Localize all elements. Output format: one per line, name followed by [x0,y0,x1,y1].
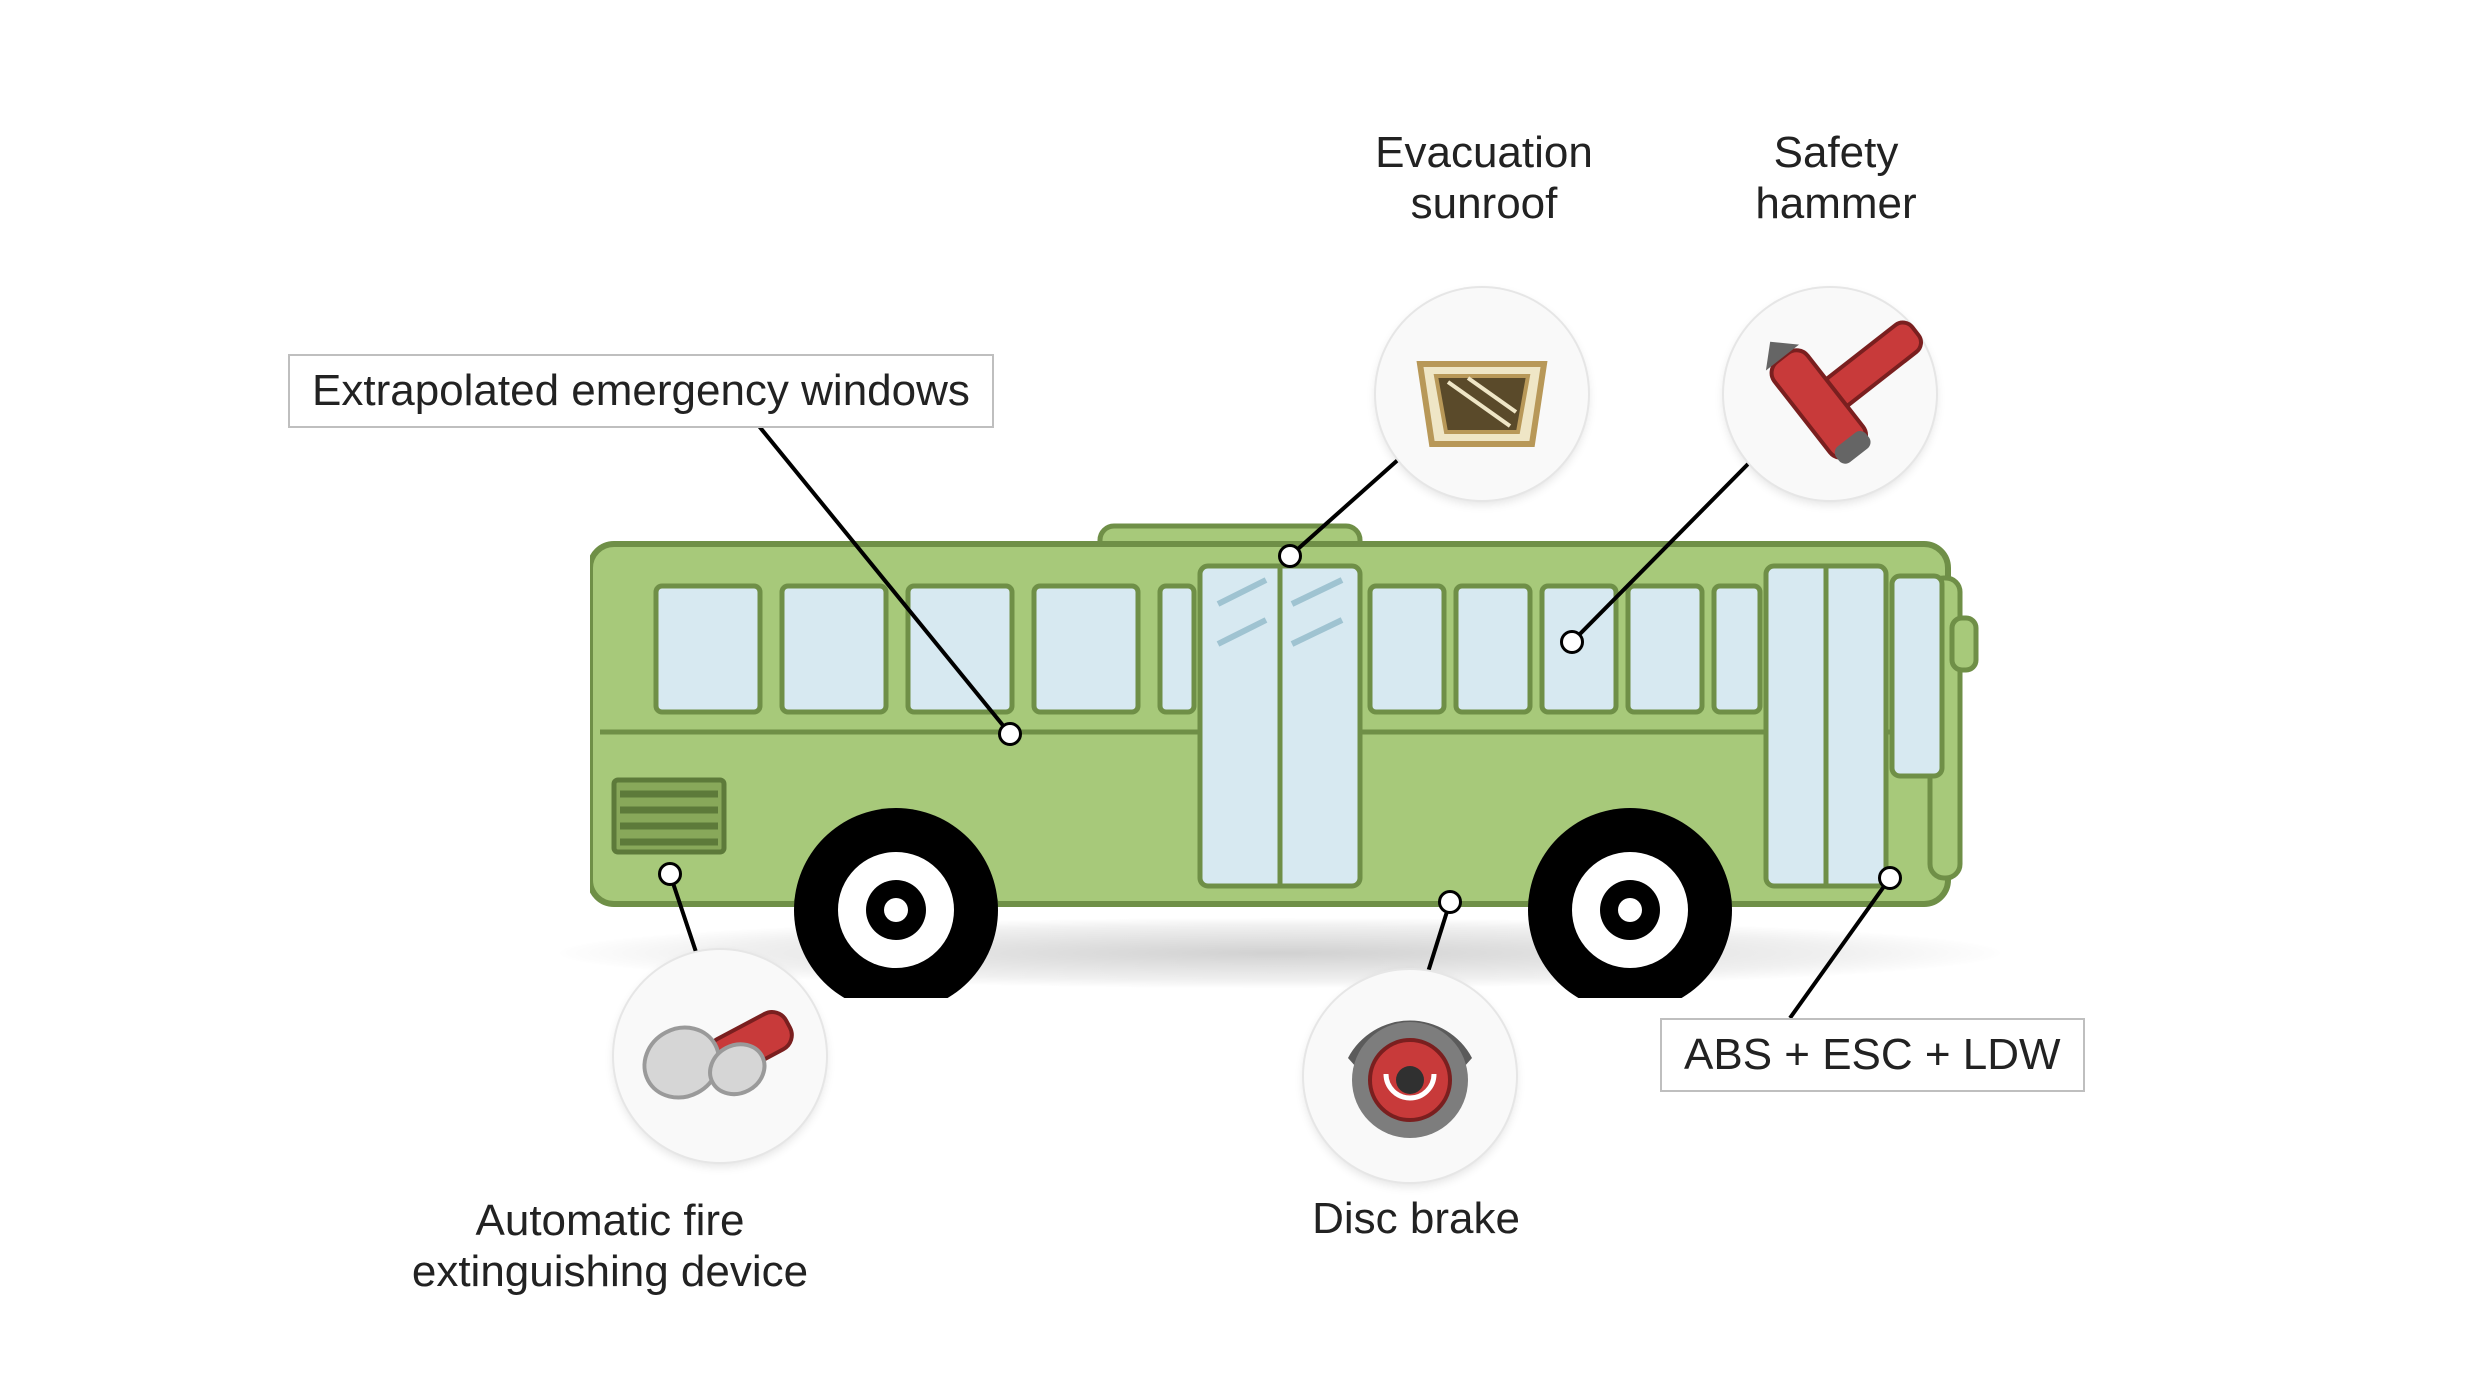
sunroof-icon [1376,288,1588,500]
hammer-callout [1724,288,1936,500]
anchor-hammer [1560,630,1584,654]
anchor-sunroof [1278,544,1302,568]
safety-hammer-icon [1724,288,1936,500]
label-evacuation-sunroof: Evacuationsunroof [1344,128,1624,229]
label-safety-hammer: Safetyhammer [1706,128,1966,229]
fire-extinguisher-icon [614,950,826,1162]
label-abs-esc-ldw: ABS + ESC + LDW [1660,1018,2085,1092]
disc-brake-icon [1304,970,1516,1182]
anchor-windows [998,722,1022,746]
anchor-abs [1878,866,1902,890]
label-disc-brake: Disc brake [1286,1194,1546,1245]
bus-illustration [590,518,1990,998]
label-fire-ext: Automatic fireextinguishing device [380,1196,840,1297]
anchor-disc [1438,890,1462,914]
diagram-stage: Extrapolated emergency windows Evacuatio… [0,0,2481,1374]
fire-ext-callout [614,950,826,1162]
sunroof-callout [1376,288,1588,500]
label-emergency-windows: Extrapolated emergency windows [288,354,994,428]
disc-brake-callout [1304,970,1516,1182]
anchor-fire [658,862,682,886]
